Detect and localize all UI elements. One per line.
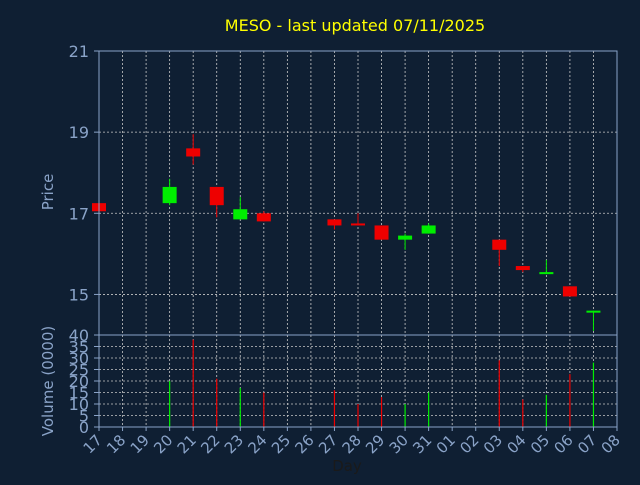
price-axis-label: Price [39,174,57,211]
price-tick-label: 21 [69,42,89,61]
candle-body [186,148,201,157]
candle-body [421,225,436,234]
candle-body [256,213,271,222]
chart-title: MESO - last updated 07/11/2025 [225,16,485,35]
candle-body [374,225,389,240]
volume-tick-label: 25 [69,361,89,380]
price-grid [99,51,617,335]
chart-marks [92,134,601,427]
volume-tick-label: 35 [69,338,89,357]
price-tick-label: 17 [69,204,89,223]
price-tick-label: 19 [69,123,89,142]
volume-tick-label: 40 [69,326,89,345]
candle-body [327,219,342,226]
candle-body [233,209,248,220]
volume-tick-label: 0 [79,418,89,437]
candle-body [209,186,224,206]
candle-body [586,310,601,313]
candle-body [492,239,507,250]
volume-tick-label: 30 [69,349,89,368]
candle-body [162,186,177,204]
volume-axis-label: Volume (0000) [39,326,57,436]
x-axis-label: Day [332,457,362,475]
candle-body [398,235,413,240]
candle-body [351,223,365,226]
volume-tick-label: 20 [69,372,89,391]
candle-body [515,266,530,271]
volume-tick-label: 10 [69,395,89,414]
volume-tick-label: 5 [79,407,89,426]
volume-tick-label: 15 [69,384,89,403]
candle-body [539,272,554,275]
price-tick-label: 15 [69,285,89,304]
candle-body [562,286,577,297]
